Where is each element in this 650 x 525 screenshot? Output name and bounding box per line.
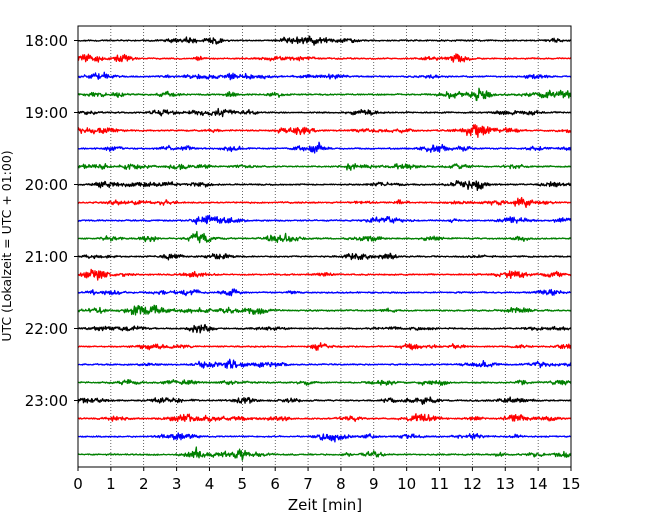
- seismic-trace: [77, 196, 572, 209]
- y-tick-label: 20:00: [25, 176, 68, 194]
- x-tick-label: 12: [463, 475, 482, 493]
- seismic-trace: [77, 358, 572, 369]
- x-tick-label: 0: [73, 475, 83, 493]
- y-axis-label: UTC (Lokalzeit = UTC + 01:00): [0, 150, 14, 341]
- seismic-trace: [77, 71, 572, 81]
- seismic-trace: [77, 230, 572, 244]
- y-tick-label: 18:00: [25, 32, 68, 50]
- x-tick-label: 2: [139, 475, 149, 493]
- x-tick-label: 15: [561, 475, 580, 493]
- x-axis-ticks: 0 1 2 3 4 5 6 7 8 9 10 11 12 13 14 15: [73, 467, 581, 493]
- y-tick-label: 19:00: [25, 104, 68, 122]
- seismic-trace: [77, 432, 572, 443]
- x-tick-label: 14: [529, 475, 548, 493]
- seismic-trace: [77, 378, 572, 386]
- x-tick-label: 10: [397, 475, 416, 493]
- seismic-trace: [77, 396, 572, 405]
- seismic-trace: [77, 413, 572, 423]
- seismic-trace: [77, 107, 572, 118]
- seismic-trace: [77, 214, 572, 225]
- seismic-trace: [77, 268, 572, 281]
- x-tick-label: 11: [430, 475, 449, 493]
- x-axis-label: Zeit [min]: [288, 496, 362, 514]
- x-tick-label: 13: [496, 475, 515, 493]
- plot-frame: [77, 25, 572, 468]
- seismic-trace: [77, 304, 572, 316]
- seismic-trace: [77, 252, 572, 261]
- seismic-trace: [77, 35, 572, 46]
- seismic-trace: [77, 323, 572, 334]
- seismic-traces: [77, 35, 572, 461]
- x-tick-label: 5: [238, 475, 248, 493]
- seismic-trace: [77, 446, 572, 461]
- x-tick-label: 3: [172, 475, 182, 493]
- x-tick-label: 4: [205, 475, 215, 493]
- seismic-trace: [77, 180, 572, 192]
- y-tick-label: 23:00: [25, 392, 68, 410]
- y-tick-label: 22:00: [25, 320, 68, 338]
- y-tick-label: 21:00: [25, 248, 68, 266]
- seismic-trace: [77, 288, 572, 297]
- seismic-trace: [77, 141, 572, 154]
- x-tick-label: 7: [303, 475, 313, 493]
- seismic-trace: [77, 53, 572, 63]
- x-tick-label: 9: [369, 475, 379, 493]
- x-tick-label: 6: [270, 475, 280, 493]
- x-tick-label: 8: [336, 475, 346, 493]
- y-axis-ticks: 18:00 19:00 20:00 21:00 22:00 23:00: [25, 32, 78, 410]
- seismic-trace: [77, 163, 572, 171]
- seismic-trace: [77, 87, 572, 102]
- x-tick-label: 1: [106, 475, 116, 493]
- seismic-trace: [77, 123, 572, 139]
- seismic-trace: [77, 342, 572, 351]
